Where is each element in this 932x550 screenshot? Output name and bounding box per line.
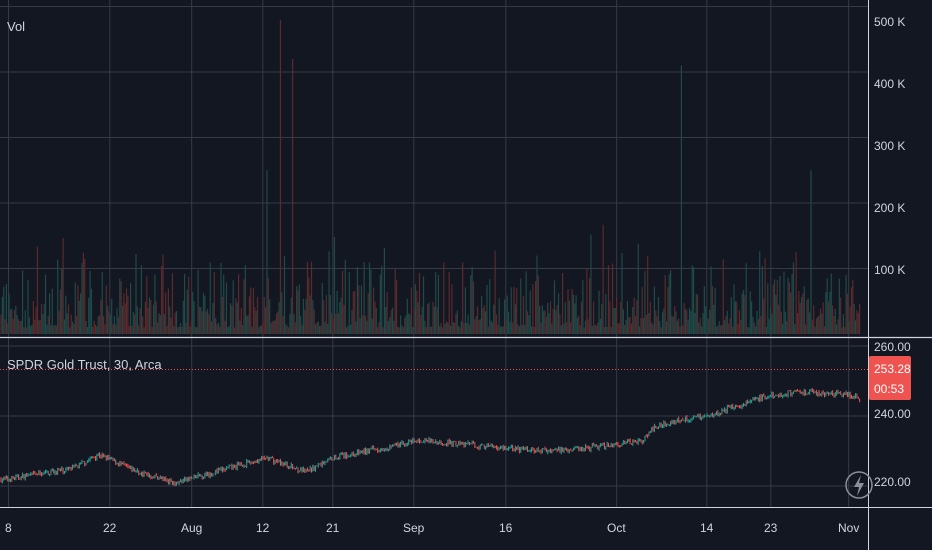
lightning-icon[interactable] <box>845 471 873 499</box>
price-axis[interactable]: 260.00 240.00 220.00 <box>874 340 911 489</box>
time-tick-label: Nov <box>838 521 859 535</box>
volume-tick-label: 200 K <box>874 201 905 215</box>
volume-label: Vol <box>7 19 25 34</box>
last-price-tag-bg <box>869 356 911 400</box>
symbol-legend[interactable]: SPDR Gold Trust, 30, Arca <box>7 357 162 372</box>
time-tick-label: 22 <box>103 521 117 535</box>
price-tick-label: 240.00 <box>874 407 911 421</box>
volume-bars <box>0 19 861 334</box>
time-tick-label: 23 <box>764 521 778 535</box>
price-tick-label: 220.00 <box>874 475 911 489</box>
volume-tick-label: 300 K <box>874 139 905 153</box>
volume-tick-label: 400 K <box>874 77 905 91</box>
last-price-value: 253.28 <box>874 362 911 376</box>
volume-tick-label: 100 K <box>874 263 905 277</box>
volume-tick-label: 500 K <box>874 15 905 29</box>
time-tick-label: Aug <box>181 521 202 535</box>
time-tick-label: 16 <box>499 521 513 535</box>
bar-countdown: 00:53 <box>874 382 904 396</box>
last-price-tag: 253.28 00:53 <box>869 356 911 400</box>
price-tick-label: 260.00 <box>874 340 911 354</box>
price-series <box>0 388 861 487</box>
time-tick-label: 12 <box>256 521 270 535</box>
time-axis[interactable]: 8 22 Aug 12 21 Sep 16 Oct 14 23 Nov <box>5 521 859 535</box>
time-tick-label: 21 <box>326 521 340 535</box>
volume-axis[interactable]: 500 K 400 K 300 K 200 K 100 K <box>874 15 905 277</box>
time-tick-label: 8 <box>5 521 12 535</box>
time-tick-label: 14 <box>700 521 714 535</box>
time-tick-label: Oct <box>607 521 626 535</box>
time-tick-label: Sep <box>403 521 425 535</box>
